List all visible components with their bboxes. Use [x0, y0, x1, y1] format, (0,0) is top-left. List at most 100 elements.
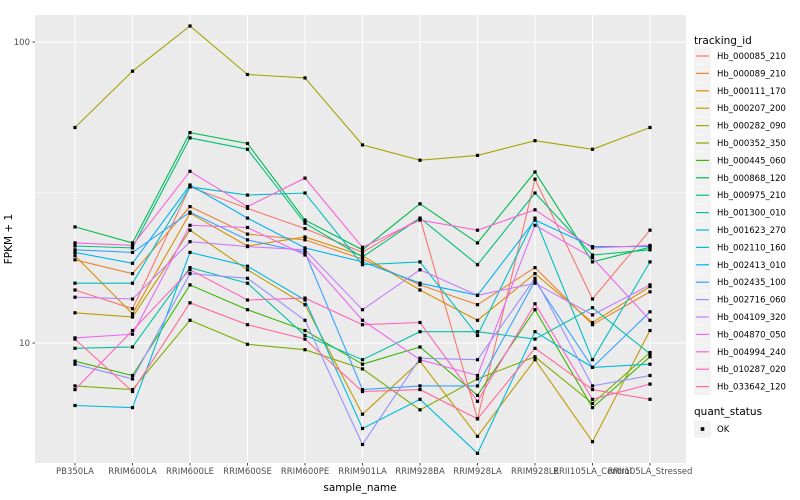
- data-point: [73, 241, 77, 245]
- legend-entry-label: Hb_000975_210: [717, 191, 786, 201]
- x-tick-label: RRIM928LE: [511, 467, 559, 477]
- data-point: [130, 388, 135, 392]
- data-point: [360, 358, 365, 362]
- data-point: [245, 238, 250, 242]
- data-point: [590, 306, 595, 310]
- data-point: [533, 223, 537, 227]
- data-point: [418, 388, 422, 392]
- data-point: [188, 205, 192, 209]
- legend-entry-label: Hb_001300_010: [717, 209, 786, 219]
- data-point: [590, 365, 595, 369]
- data-point: [475, 399, 480, 403]
- data-point: [475, 358, 480, 362]
- data-point: [130, 272, 135, 276]
- data-point: [130, 243, 135, 247]
- data-point: [590, 320, 595, 325]
- legend-entry-label: Hb_000085_210: [717, 52, 786, 62]
- data-point: [303, 218, 307, 222]
- legend-entry-label: Hb_002110_160: [717, 243, 786, 253]
- legend-entry-label: Hb_010287_020: [717, 365, 786, 375]
- legend-entry-label: Hb_000445_060: [717, 156, 786, 166]
- data-point: [648, 397, 652, 401]
- data-point: [590, 323, 595, 327]
- data-point: [475, 384, 480, 388]
- data-point: [188, 250, 192, 254]
- data-point: [533, 208, 537, 212]
- data-point: [533, 276, 537, 280]
- data-point: [648, 283, 652, 287]
- x-axis-title: sample_name: [323, 482, 396, 494]
- legend-entry: Hb_002435_100: [694, 273, 786, 291]
- legend-entry-label: Hb_004109_320: [717, 313, 786, 323]
- data-point: [533, 177, 537, 181]
- data-point: [303, 235, 307, 239]
- data-point: [245, 225, 250, 230]
- data-points: [73, 24, 652, 455]
- data-point: [590, 253, 595, 257]
- data-point: [590, 313, 595, 317]
- data-point: [590, 384, 595, 388]
- data-point: [418, 158, 422, 162]
- data-point: [360, 260, 365, 264]
- data-point: [360, 248, 365, 252]
- data-point: [73, 225, 77, 229]
- legend-quant-status: OK: [694, 420, 730, 438]
- data-point: [303, 76, 307, 80]
- x-tick-label: RRIM600LA: [108, 467, 157, 477]
- data-point: [475, 228, 480, 232]
- data-point: [303, 303, 307, 307]
- data-point: [475, 303, 480, 307]
- data-point: [303, 328, 307, 333]
- data-point: [73, 359, 77, 363]
- legend-entry: Hb_004109_320: [694, 308, 786, 326]
- data-point: [73, 258, 77, 262]
- axis-ticks: [32, 41, 651, 466]
- data-point: [303, 298, 307, 302]
- data-point: [188, 223, 192, 227]
- data-point: [245, 205, 250, 209]
- data-point: [303, 250, 307, 254]
- data-point: [418, 218, 422, 222]
- legend-entry: Hb_000352_350: [694, 134, 786, 152]
- data-point: [590, 246, 595, 250]
- data-point: [533, 266, 537, 270]
- data-point: [360, 257, 365, 261]
- data-point: [590, 440, 595, 444]
- data-point: [533, 281, 537, 285]
- data-point: [590, 260, 595, 264]
- legend-entry: Hb_001300_010: [694, 204, 786, 222]
- data-point: [418, 345, 422, 349]
- data-point: [533, 218, 537, 222]
- x-tick-label: RRIM600SE: [223, 467, 272, 477]
- data-point: [303, 246, 307, 250]
- data-point: [360, 362, 365, 366]
- data-point: [648, 352, 652, 356]
- data-point: [73, 248, 77, 252]
- data-point: [533, 302, 537, 306]
- data-point: [303, 296, 307, 300]
- data-point: [188, 240, 192, 244]
- data-point: [648, 125, 652, 130]
- axis-tick-labels: PB350LA RRIM600LA RRIM600LE RRIM600SE RRIM60…: [14, 38, 693, 477]
- data-point: [418, 288, 422, 292]
- data-point: [130, 297, 135, 301]
- data-point: [188, 228, 192, 232]
- legend-entry-label: Hb_000111_170: [717, 87, 786, 97]
- legend-entry-label: OK: [717, 425, 730, 435]
- data-point: [475, 293, 480, 297]
- data-point: [188, 301, 192, 305]
- legend-entry: Hb_000207_200: [694, 99, 786, 117]
- data-point: [188, 131, 192, 135]
- data-point: [590, 358, 595, 362]
- legend-entry: Hb_000868_120: [694, 169, 786, 187]
- data-point: [245, 268, 250, 272]
- data-point: [475, 417, 480, 421]
- data-point: [533, 358, 537, 362]
- data-point: [245, 308, 250, 312]
- data-point: [418, 283, 422, 287]
- data-point: [303, 227, 307, 231]
- data-point: [73, 295, 77, 299]
- legend-entry: Hb_002110_160: [694, 238, 786, 256]
- legend-entry: Hb_000282_090: [694, 117, 786, 135]
